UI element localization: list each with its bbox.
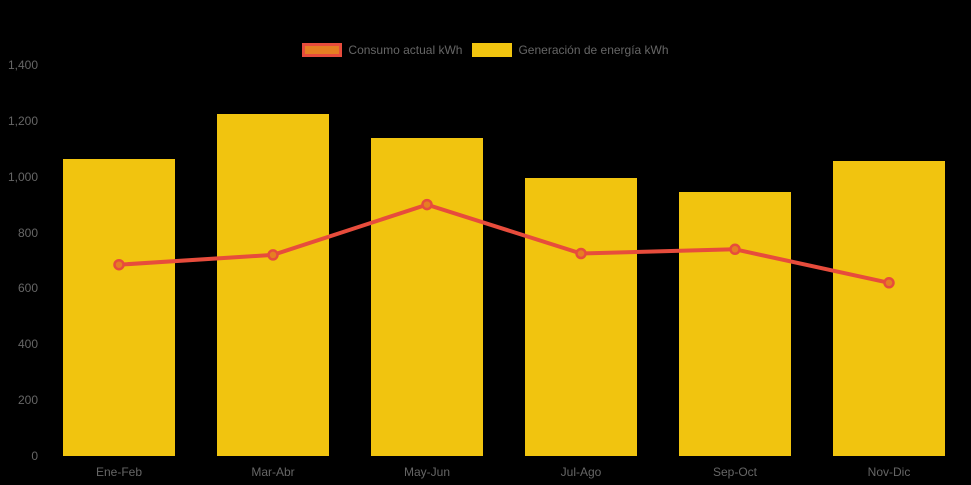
y-axis-tick-label: 1,000 [7, 169, 38, 184]
bar-generacion [525, 178, 637, 456]
legend-label-generacion: Generación de energía kWh [518, 43, 669, 57]
y-axis-tick-label: 400 [17, 337, 38, 352]
y-axis-tick-label: 800 [17, 225, 38, 240]
bar-generacion [371, 137, 483, 456]
x-axis-category-label: May-Jun [403, 465, 450, 479]
x-axis-category-label: Mar-Abr [251, 465, 295, 479]
legend-swatch-consumo [302, 43, 343, 57]
y-axis-tick-label: 600 [17, 281, 38, 296]
x-axis-category-label: Ene-Feb [95, 465, 143, 479]
line-layer [113, 198, 895, 289]
y-axis-tick-label: 200 [17, 393, 38, 408]
chart-legend: Consumo actual kWh Generación de energía… [0, 43, 971, 57]
x-axis-category-label: Jul-Ago [560, 465, 602, 479]
legend-item-generacion[interactable]: Generación de energía kWh [472, 43, 669, 57]
y-axis-tick-label: 0 [31, 449, 38, 463]
x-axis-category-label: Sep-Oct [712, 465, 757, 479]
legend-swatch-generacion [472, 43, 513, 57]
x-axis-category-label: Nov-Dic [867, 465, 911, 479]
bar-generacion [63, 158, 175, 456]
legend-label-consumo: Consumo actual kWh [348, 43, 463, 57]
y-axis-tick-label: 1,200 [7, 113, 38, 128]
y-axis-tick-label: 1,400 [7, 58, 38, 72]
legend-item-consumo[interactable]: Consumo actual kWh [302, 43, 462, 57]
bar-generacion [679, 192, 791, 456]
bar-generacion [217, 113, 329, 456]
bar-generacion [833, 161, 945, 456]
